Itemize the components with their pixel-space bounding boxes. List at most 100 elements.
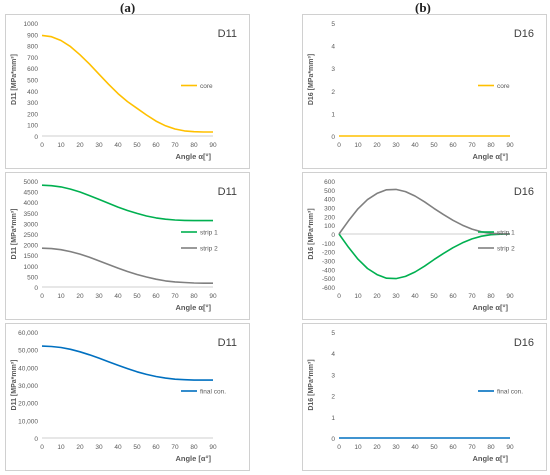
x-tick-label: 50 [133,142,141,149]
legend-label-final-con: final con. [200,389,226,396]
chart-svg-a1: D11 0 100 200 300 400 500 600 700 800 900 1000 0 10 20… [11,21,237,161]
y-tick-label: -300 [322,259,335,266]
y-tick-label: 1 [331,111,335,118]
y-tick-label: 900 [27,32,38,39]
x-tick-label: 0 [40,444,44,451]
chart-title: D16 [514,28,534,40]
chart-svg-b2: D16-600-500-400-300-200-1000100200300400… [308,179,534,312]
legend-label-final-con: final con. [497,389,523,396]
x-tick-label: 80 [487,142,495,149]
x-tick-label: 90 [506,142,514,149]
x-tick-label: 40 [411,142,419,149]
x-tick-label: 90 [209,444,217,451]
legend-label-strip-2: strip 2 [497,246,515,253]
chart-title: D11 [218,186,237,198]
y-tick-label: 200 [324,214,335,221]
y-tick-label: 30,000 [18,383,38,390]
x-tick-label: 60 [449,444,457,451]
y-tick-label: 400 [27,89,38,96]
series-line-strip-1 [41,184,213,222]
x-tick-label: 60 [449,293,457,300]
x-axis-title: Angle [α°] [175,454,211,463]
x-tick-label: 90 [209,293,217,300]
y-tick-label: 50,000 [18,348,38,355]
x-tick-label: 40 [114,142,122,149]
x-tick-label: 50 [430,444,438,451]
y-tick-label: -200 [322,250,335,257]
x-tick-label: 60 [152,293,160,300]
y-tick-label: 2500 [24,232,39,239]
legend-label-core: core [497,83,510,90]
y-tick-label: 4000 [24,200,39,207]
x-tick-label: 10 [57,293,65,300]
y-tick-label: 1000 [24,264,39,271]
series-line-strip-1 [338,233,511,280]
x-tick-label: 50 [133,293,141,300]
y-tick-label: -100 [322,241,335,248]
column-label-a: (a) [120,0,136,15]
x-tick-label: 80 [487,444,495,451]
chart-panel-a1: D11 0 100 200 300 400 500 600 700 800 900 1000 0 10 20… [5,14,250,169]
x-tick-label: 90 [506,444,514,451]
y-tick-label: 600 [324,179,335,186]
x-tick-label: 20 [76,293,84,300]
x-axis-title: Angle α[°] [472,454,508,463]
x-axis-title: Angle α[°] [175,152,211,161]
y-axis-title: D11 [MPa*mm³] [11,54,18,105]
chart-title: D11 [218,28,237,40]
y-tick-label: 100 [27,123,38,130]
x-tick-label: 80 [190,142,198,149]
x-axis-title: Angle α[°] [175,303,211,312]
x-tick-label: 60 [449,142,457,149]
x-tick-label: 0 [337,293,341,300]
y-tick-label: 4500 [24,190,39,197]
x-tick-label: 10 [354,444,362,451]
series-line-strip-2 [41,247,213,284]
y-tick-label: 300 [324,206,335,213]
y-axis-title: D11 [MPa*mm³] [11,209,18,260]
x-tick-label: 50 [133,444,141,451]
x-tick-label: 70 [171,293,179,300]
x-tick-label: 70 [468,293,476,300]
y-tick-label: 3 [331,66,335,73]
y-tick-label: 0 [34,134,38,141]
y-tick-label: 700 [27,55,38,62]
x-tick-label: 30 [95,293,103,300]
x-tick-label: 20 [76,142,84,149]
y-tick-label: 2 [331,89,335,96]
x-tick-label: 70 [468,444,476,451]
chart-svg-a3: D11 0 10,000 20,000 30,000 40,000 50,000 60,000… [11,330,237,463]
chart-panel-a3: D11 0 10,000 20,000 30,000 40,000 50,000 60,000… [5,323,250,471]
y-tick-label: 5000 [24,179,39,186]
y-tick-label: 2000 [24,243,39,250]
y-tick-label: -600 [322,285,335,292]
x-tick-label: 30 [392,293,400,300]
y-tick-label: 800 [27,44,38,51]
x-axis-title: Angle α[°] [472,303,508,312]
x-tick-label: 50 [430,293,438,300]
y-tick-label: 2 [331,394,335,401]
x-tick-label: 40 [411,293,419,300]
x-tick-label: 70 [171,444,179,451]
chart-panel-b2: D16 -600 -500 -400 -300 -200 -100 0 100 200 300 400… [302,172,547,320]
series-line-core [41,34,213,133]
y-tick-label: 300 [27,100,38,107]
x-tick-label: 60 [152,444,160,451]
y-tick-label: 1000 [24,21,39,28]
y-tick-label: 20,000 [18,401,38,408]
x-tick-label: 0 [337,142,341,149]
chart-title: D16 [514,186,534,198]
legend-label-strip-1: strip 1 [497,230,515,237]
x-tick-label: 40 [114,444,122,451]
chart-title: D11 [218,337,237,349]
x-tick-label: 10 [354,293,362,300]
y-axis-title: D16 [MPa*mm³] [308,359,315,410]
y-tick-label: 0 [331,134,335,141]
column-label-b: (b) [415,0,431,15]
y-tick-label: 4 [331,44,335,51]
series-line-final-con [41,345,213,381]
x-tick-label: 60 [152,142,160,149]
x-tick-label: 30 [95,444,103,451]
x-tick-label: 0 [40,293,44,300]
series-line-strip-2 [338,188,511,235]
